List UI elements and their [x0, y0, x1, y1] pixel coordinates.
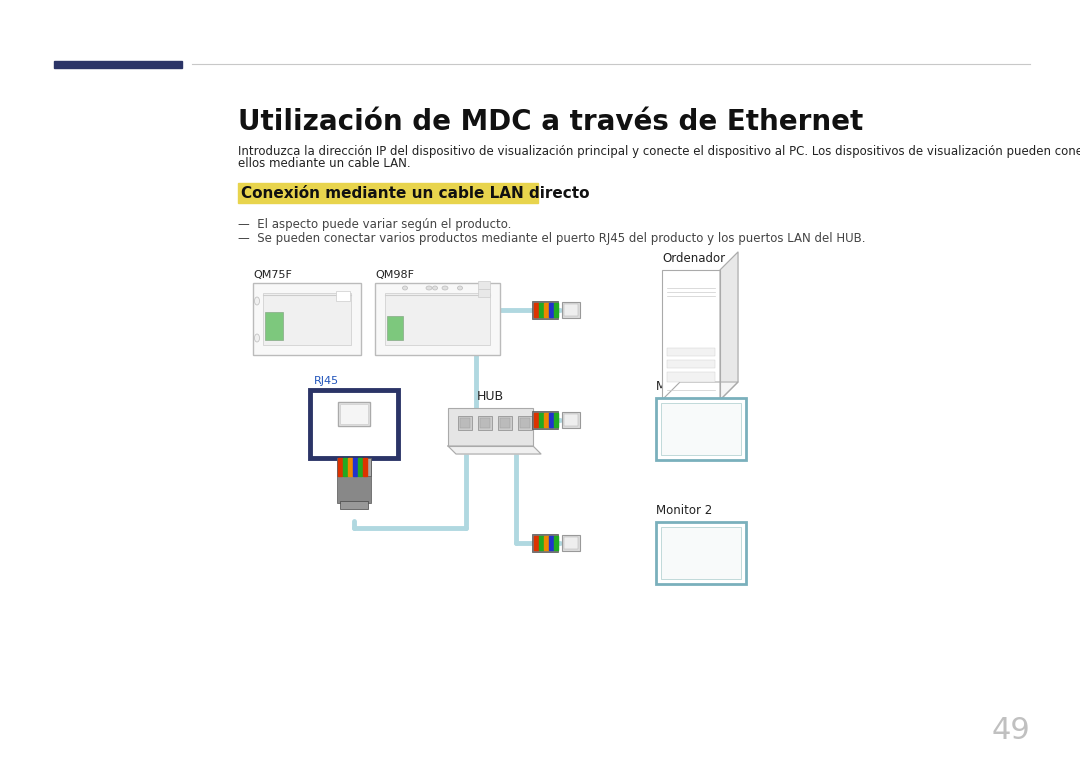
Text: Conexión mediante un cable LAN directo: Conexión mediante un cable LAN directo: [241, 185, 590, 201]
Bar: [338, 458, 342, 476]
Ellipse shape: [458, 286, 462, 290]
Bar: [539, 413, 543, 427]
Text: HUB: HUB: [476, 390, 503, 403]
Text: Monitor 2: Monitor 2: [656, 504, 712, 517]
Bar: [448, 408, 534, 446]
Bar: [656, 522, 746, 584]
Bar: [539, 303, 543, 317]
Bar: [667, 360, 715, 368]
Polygon shape: [720, 252, 738, 400]
Bar: [564, 304, 578, 316]
Text: 49: 49: [991, 716, 1030, 745]
Bar: [534, 303, 538, 317]
Text: RJ45: RJ45: [314, 376, 339, 386]
Bar: [460, 418, 470, 428]
Bar: [310, 390, 399, 458]
Bar: [458, 416, 472, 430]
Ellipse shape: [403, 286, 407, 290]
Bar: [340, 501, 368, 509]
Bar: [661, 403, 741, 455]
Bar: [662, 270, 720, 400]
Ellipse shape: [432, 286, 437, 290]
Bar: [549, 303, 553, 317]
Bar: [238, 183, 538, 203]
Bar: [363, 458, 367, 476]
Text: QM98F: QM98F: [375, 270, 414, 280]
Bar: [337, 458, 372, 476]
Bar: [539, 536, 543, 550]
Bar: [549, 413, 553, 427]
Bar: [478, 281, 490, 289]
Bar: [500, 418, 510, 428]
Text: Ordenador: Ordenador: [662, 252, 725, 265]
Bar: [348, 458, 352, 476]
Bar: [264, 293, 351, 345]
Bar: [253, 283, 361, 355]
Bar: [656, 398, 746, 460]
Bar: [519, 418, 530, 428]
Bar: [544, 413, 548, 427]
Bar: [336, 291, 350, 301]
Ellipse shape: [442, 286, 448, 290]
Bar: [667, 348, 715, 356]
Bar: [518, 416, 532, 430]
Text: ellos mediante un cable LAN.: ellos mediante un cable LAN.: [238, 157, 410, 170]
Bar: [387, 316, 403, 340]
Text: —  El aspecto puede variar según el producto.: — El aspecto puede variar según el produ…: [238, 218, 511, 231]
Bar: [534, 413, 538, 427]
Bar: [343, 458, 347, 476]
Bar: [498, 416, 512, 430]
Text: Monitor 1: Monitor 1: [656, 380, 712, 393]
Polygon shape: [448, 446, 541, 454]
Bar: [564, 537, 578, 549]
Bar: [554, 303, 558, 317]
Bar: [265, 312, 283, 340]
Bar: [357, 458, 362, 476]
Text: Utilización de MDC a través de Ethernet: Utilización de MDC a través de Ethernet: [238, 108, 863, 136]
Bar: [375, 283, 500, 355]
Text: QM75F: QM75F: [253, 270, 292, 280]
Bar: [532, 301, 558, 319]
Bar: [544, 303, 548, 317]
Bar: [353, 458, 357, 476]
Bar: [478, 289, 490, 297]
Bar: [54, 61, 183, 68]
Bar: [337, 458, 372, 503]
Bar: [554, 413, 558, 427]
Bar: [564, 414, 578, 426]
Bar: [667, 372, 715, 382]
Polygon shape: [662, 382, 738, 400]
Bar: [478, 416, 492, 430]
Bar: [562, 302, 580, 318]
Bar: [480, 418, 490, 428]
Bar: [340, 404, 368, 424]
Bar: [661, 527, 741, 579]
Bar: [562, 535, 580, 551]
Text: —  Se pueden conectar varios productos mediante el puerto RJ45 del producto y lo: — Se pueden conectar varios productos me…: [238, 232, 865, 245]
Ellipse shape: [255, 334, 259, 342]
Bar: [534, 536, 538, 550]
Bar: [554, 536, 558, 550]
Bar: [562, 412, 580, 428]
Ellipse shape: [255, 297, 259, 305]
Bar: [549, 536, 553, 550]
Bar: [532, 534, 558, 552]
Bar: [544, 536, 548, 550]
Bar: [338, 402, 370, 426]
Text: Introduzca la dirección IP del dispositivo de visualización principal y conecte : Introduzca la dirección IP del dispositi…: [238, 145, 1080, 158]
Bar: [384, 293, 490, 345]
Bar: [532, 411, 558, 429]
Ellipse shape: [426, 286, 432, 290]
